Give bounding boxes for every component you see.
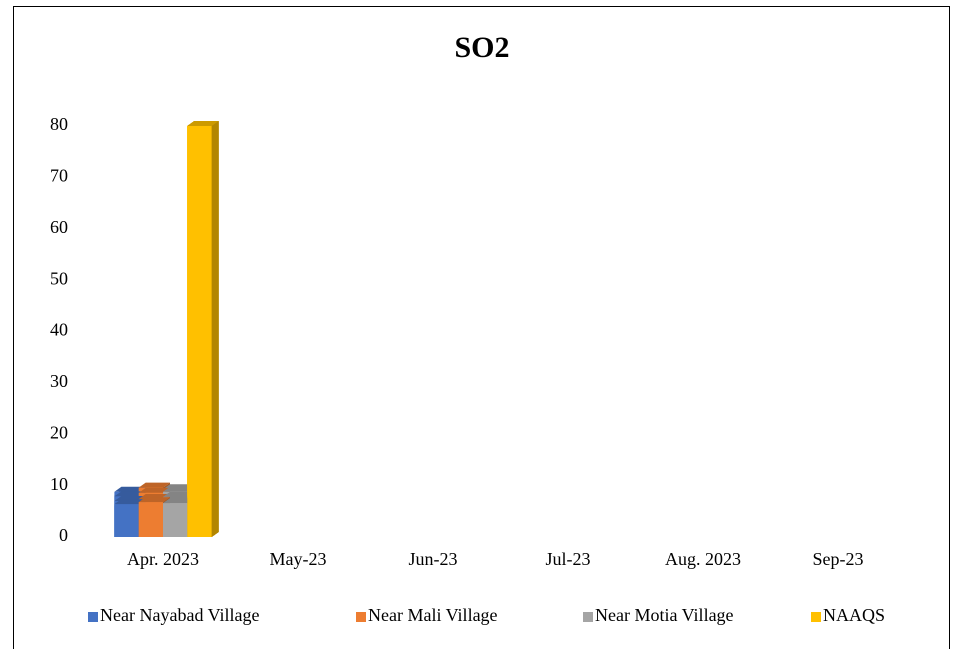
bar-top — [163, 498, 195, 504]
bar-top — [138, 497, 170, 503]
bar-top — [114, 499, 146, 505]
x-tick-label: Jun-23 — [409, 549, 458, 569]
y-tick-label: 70 — [50, 166, 68, 186]
y-tick-label: 30 — [50, 371, 68, 391]
bar-top — [163, 486, 195, 492]
legend-label: NAAQS — [823, 605, 885, 625]
bar-front — [138, 502, 163, 537]
legend-label: Near Nayabad Village — [100, 605, 260, 625]
bar-front — [163, 503, 188, 537]
x-tick-label: Apr. 2023 — [127, 549, 199, 569]
y-tick-label: 60 — [50, 217, 68, 237]
bar-front — [114, 504, 139, 537]
y-tick-label: 80 — [50, 114, 68, 134]
legend-label: Near Mali Village — [368, 605, 498, 625]
y-tick-label: 40 — [50, 320, 68, 340]
y-tick-label: 0 — [59, 525, 68, 545]
bar-top — [138, 482, 170, 488]
bar-top — [114, 491, 146, 497]
x-tick-label: Sep-23 — [813, 549, 864, 569]
x-tick-label: May-23 — [270, 549, 327, 569]
y-tick-label: 50 — [50, 268, 68, 288]
legend-swatch — [583, 612, 593, 622]
x-tick-label: Jul-23 — [546, 549, 591, 569]
bar-top — [114, 486, 146, 492]
x-tick-label: Aug. 2023 — [665, 549, 741, 569]
bar-top — [163, 491, 195, 497]
y-tick-label: 20 — [50, 422, 68, 442]
chart-border — [13, 6, 950, 649]
bar-top — [138, 487, 170, 493]
bar — [187, 121, 219, 537]
legend-label: Near Motia Village — [595, 605, 734, 625]
bar-top — [187, 121, 219, 126]
legend-swatch — [88, 612, 98, 622]
y-tick-label: 10 — [50, 474, 68, 494]
bar-front — [187, 126, 212, 537]
legend-swatch — [811, 612, 821, 622]
bar-side — [211, 121, 219, 537]
chart-title: SO2 — [454, 31, 509, 64]
legend-swatch — [356, 612, 366, 622]
